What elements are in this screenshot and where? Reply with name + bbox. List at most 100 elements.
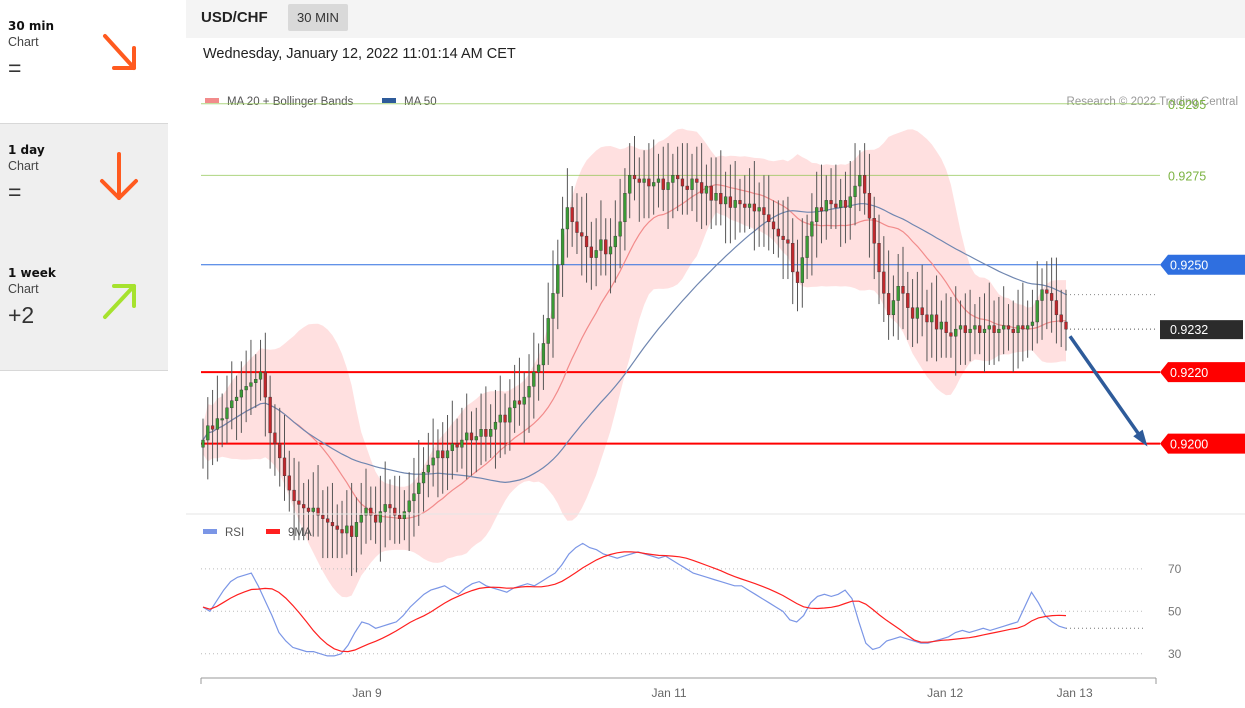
chart-header: USD/CHF 30 MIN xyxy=(186,0,1245,38)
candle xyxy=(225,375,229,444)
candle xyxy=(915,271,920,344)
candle-body xyxy=(843,200,848,208)
candle xyxy=(968,289,972,362)
candle-body xyxy=(882,271,886,294)
candle xyxy=(474,407,478,473)
candle xyxy=(656,153,661,208)
candle xyxy=(1011,300,1015,373)
candle xyxy=(805,214,809,280)
candle xyxy=(570,186,574,247)
candle-body xyxy=(493,421,498,430)
candle-body xyxy=(321,514,325,519)
candle xyxy=(786,196,790,280)
candle-body xyxy=(258,371,263,380)
legend-swatch-rsi xyxy=(203,529,217,534)
candle xyxy=(508,379,512,451)
candle xyxy=(757,182,761,247)
candle-body xyxy=(254,379,258,383)
level-tag-shape xyxy=(1160,433,1245,454)
candle-body xyxy=(513,400,517,409)
candle xyxy=(958,300,963,365)
legend-rsi-label: RSI xyxy=(225,527,244,539)
candle xyxy=(503,393,507,455)
price-chart[interactable]: MA 20 + Bollinger Bands MA 50 Research ©… xyxy=(186,0,1245,708)
candle-body xyxy=(896,286,900,301)
candle xyxy=(1030,289,1035,351)
candle xyxy=(661,146,665,212)
candle-body xyxy=(527,386,531,398)
candle xyxy=(613,200,617,283)
summary-card-1day[interactable]: 1 day Chart = xyxy=(0,124,168,248)
candle xyxy=(565,168,570,258)
level-tag-0.9220: 0.9220 xyxy=(1160,362,1245,383)
currency-pair: USD/CHF xyxy=(201,9,268,26)
rsi-tick-30: 30 xyxy=(1168,647,1182,661)
candle xyxy=(819,164,824,244)
candle-body xyxy=(944,321,948,333)
candle xyxy=(316,465,320,537)
candle-body xyxy=(1040,289,1044,301)
candle xyxy=(939,300,943,358)
candle-body xyxy=(570,207,574,223)
candle-body xyxy=(954,328,958,337)
time-tick-label: Jan 9 xyxy=(352,686,382,700)
timeframe-badge[interactable]: 30 MIN xyxy=(288,4,348,31)
candle xyxy=(263,332,267,437)
candle xyxy=(733,161,737,240)
candle-body xyxy=(771,221,776,230)
candle xyxy=(1035,261,1039,344)
candle-body xyxy=(316,507,320,516)
candle xyxy=(973,304,977,355)
candle xyxy=(848,161,852,240)
candle-body xyxy=(378,511,383,523)
rsi-tick-50: 50 xyxy=(1168,604,1182,618)
candle-body xyxy=(910,307,915,319)
candle-body xyxy=(1054,300,1059,316)
candle-body xyxy=(206,425,210,441)
level-tag-0.9250: 0.9250 xyxy=(1160,254,1245,275)
candle-body xyxy=(733,200,737,208)
summary-card-1week[interactable]: 1 week Chart +2 xyxy=(0,247,168,371)
candle-body xyxy=(580,232,584,237)
candle xyxy=(244,350,248,423)
candle xyxy=(292,457,296,541)
candle xyxy=(201,418,205,469)
candle-body xyxy=(963,325,967,333)
candle xyxy=(853,143,857,226)
summary-card-30min[interactable]: 30 min Chart = xyxy=(0,0,168,124)
candle-body xyxy=(594,250,598,258)
candle-body xyxy=(220,418,224,421)
candle xyxy=(513,364,517,433)
candle-body xyxy=(709,185,713,201)
chart-panel: USD/CHF 30 MIN Wednesday, January 12, 20… xyxy=(186,0,1245,708)
candle-body xyxy=(441,450,445,459)
candle-body xyxy=(781,235,785,240)
card-score: = xyxy=(8,179,22,205)
candle-body xyxy=(383,504,387,512)
candle-body xyxy=(297,500,301,505)
candle xyxy=(738,178,742,233)
candle-body xyxy=(326,518,330,523)
candle-body xyxy=(906,293,910,308)
candle-body xyxy=(676,175,680,180)
candle-body xyxy=(632,175,637,180)
candle-body xyxy=(469,432,474,441)
candle-body xyxy=(565,207,570,230)
card-score: +2 xyxy=(8,302,35,328)
candle-body xyxy=(815,207,819,223)
candle-body xyxy=(345,525,349,534)
candle xyxy=(575,193,579,255)
candle-body xyxy=(244,386,248,391)
candle-body xyxy=(695,178,699,183)
candle-body xyxy=(551,293,555,319)
candle-body xyxy=(604,239,608,255)
candle xyxy=(369,486,373,541)
candle-body xyxy=(618,221,622,237)
candle xyxy=(901,246,905,330)
candle-body xyxy=(666,182,670,190)
candle xyxy=(704,164,709,226)
candle-body xyxy=(608,246,613,255)
candle-body xyxy=(901,286,905,294)
candle xyxy=(824,175,828,240)
candle xyxy=(671,153,675,219)
